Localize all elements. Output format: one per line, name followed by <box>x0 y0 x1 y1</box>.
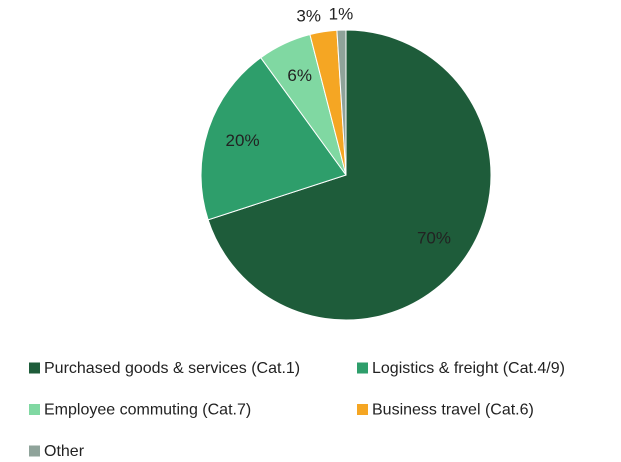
legend-label: Employee commuting (Cat.7) <box>44 402 251 419</box>
data-label: 1% <box>329 5 354 24</box>
legend-swatch <box>357 404 368 415</box>
legend-swatch <box>29 445 40 457</box>
legend-label: Logistics & freight (Cat.4/9) <box>372 360 565 377</box>
legend-swatch <box>29 362 40 374</box>
legend-label: Other <box>44 443 85 460</box>
data-label: 6% <box>287 66 312 85</box>
data-label: 20% <box>226 131 260 150</box>
pie-slice <box>207 29 492 321</box>
legend-swatch <box>357 362 368 374</box>
legend-label: Purchased goods & services (Cat.1) <box>44 360 300 377</box>
pie-slice <box>200 56 347 221</box>
data-label: 3% <box>296 6 321 25</box>
legend-label: Business travel (Cat.6) <box>372 402 534 419</box>
data-label: 70% <box>417 228 451 247</box>
pie-slice <box>336 29 347 176</box>
legend-swatch <box>29 404 40 415</box>
